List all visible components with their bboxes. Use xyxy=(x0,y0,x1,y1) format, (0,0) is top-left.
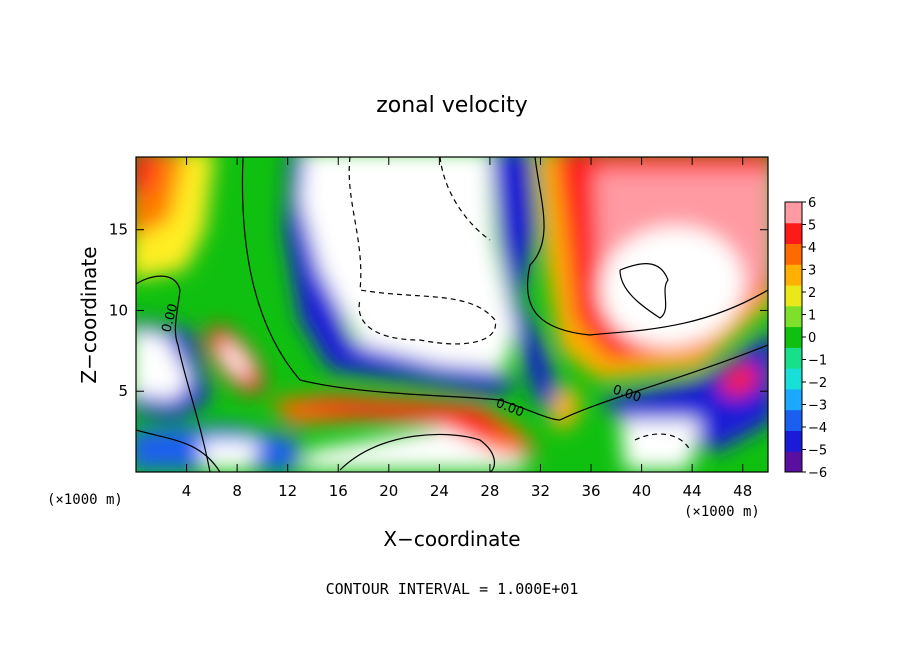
plot-frame xyxy=(135,156,769,473)
field-region xyxy=(136,330,190,400)
contour-line xyxy=(526,157,768,336)
colorbar-band xyxy=(785,243,802,265)
y-tick-label: 5 xyxy=(118,382,128,400)
field-region xyxy=(200,440,260,470)
colorbar-band xyxy=(785,347,802,369)
colorbar-tick-label: 2 xyxy=(808,286,816,301)
colorbar: 6 5 4 3 2 1 0 −1 −2 −3 −4 −5 −6 xyxy=(784,196,827,481)
field-region xyxy=(721,364,759,396)
y-axis: 5 10 15 xyxy=(109,221,768,400)
colorbar-band xyxy=(785,202,802,224)
colorbar-band xyxy=(785,222,802,245)
x-tick-label: 48 xyxy=(733,482,752,500)
colorbar-tick-label: −2 xyxy=(808,376,827,391)
x-tick-label: 36 xyxy=(581,482,600,500)
x-tick-label: 4 xyxy=(182,482,192,500)
colorbar-band xyxy=(785,368,802,390)
colorbar-tick-label: −1 xyxy=(808,354,827,369)
colorbar-band xyxy=(785,326,802,348)
colorbar-tick-label: 4 xyxy=(808,241,816,256)
x-axis: 4 8 12 16 20 24 28 32 36 40 44 48 xyxy=(182,157,752,500)
field-region xyxy=(550,386,580,430)
colorbar-tick-label: −6 xyxy=(808,466,827,481)
colorbar-band xyxy=(785,305,802,328)
y-axis-label: Z−coordinate xyxy=(77,246,101,383)
contour-line xyxy=(241,157,561,421)
contour-line xyxy=(339,433,495,472)
colorbar-tick-label: 0 xyxy=(808,331,816,346)
colorbar-tick-label: −4 xyxy=(808,421,827,436)
contour-interval-footer: CONTOUR INTERVAL = 1.000E+01 xyxy=(326,580,579,598)
contour-label: 0.00 xyxy=(159,302,181,334)
field-region xyxy=(136,157,159,197)
x-tick-label: 32 xyxy=(531,482,550,500)
x-tick-label: 16 xyxy=(329,482,348,500)
colorbar-tick-label: 3 xyxy=(808,264,816,279)
field-region xyxy=(220,341,250,379)
colorbar-band xyxy=(785,430,802,452)
colorbar-band xyxy=(785,451,802,473)
x-tick-label: 28 xyxy=(480,482,499,500)
contour-line xyxy=(619,263,669,319)
y-tick-label: 10 xyxy=(109,301,128,319)
colorbar-band xyxy=(785,388,802,411)
contour-line xyxy=(348,157,497,345)
velocity-field xyxy=(136,157,768,472)
colorbar-band xyxy=(785,409,802,431)
y-tick-label: 15 xyxy=(109,221,128,239)
colorbar-band xyxy=(785,285,802,307)
field-region xyxy=(285,157,520,395)
colorbar-tick-label: 6 xyxy=(808,196,816,211)
x-tick-label: 20 xyxy=(379,482,398,500)
colorbar-band xyxy=(785,264,802,286)
field-region xyxy=(490,157,560,410)
x-axis-label: X−coordinate xyxy=(383,527,520,551)
contour-line xyxy=(559,344,768,421)
colorbar-tick-label: 5 xyxy=(808,219,816,234)
x-unit-left: (×1000 m) xyxy=(47,492,123,508)
colorbar-tick-label: 1 xyxy=(808,309,816,324)
x-tick-label: 8 xyxy=(232,482,242,500)
x-tick-label: 24 xyxy=(430,482,449,500)
x-tick-label: 40 xyxy=(632,482,651,500)
contour-line xyxy=(136,275,211,472)
colorbar-tick-label: −3 xyxy=(808,399,827,414)
contour-line xyxy=(136,429,221,472)
x-unit-right: (×1000 m) xyxy=(684,504,760,520)
colorbar-tick-label: −5 xyxy=(808,444,827,459)
field-region xyxy=(285,400,510,440)
contour-line xyxy=(439,157,491,241)
chart-title: zonal velocity xyxy=(376,93,528,118)
contour-line xyxy=(634,433,691,451)
field-region xyxy=(620,420,700,470)
x-tick-label: 12 xyxy=(278,482,297,500)
x-tick-label: 44 xyxy=(683,482,702,500)
